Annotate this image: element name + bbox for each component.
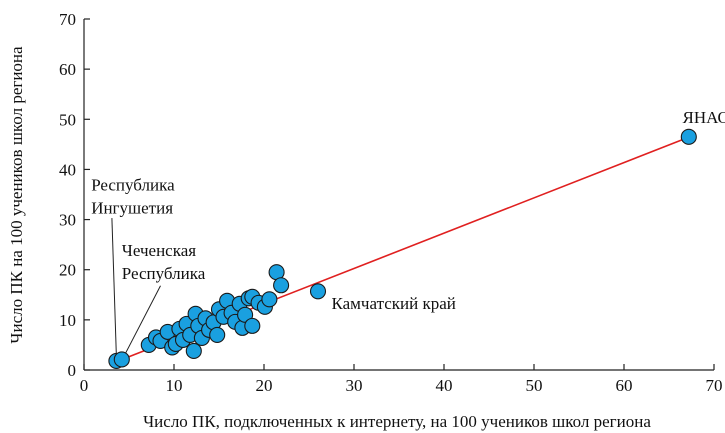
x-tick-label: 10 (166, 376, 183, 395)
annotation-yanao-line: ЯНАО (683, 108, 725, 127)
data-points (108, 128, 697, 370)
x-tick-label: 20 (256, 376, 273, 395)
y-tick-label: 60 (59, 60, 76, 79)
annotation-yanao: ЯНАО (683, 108, 725, 127)
x-tick-label: 70 (706, 376, 723, 395)
data-point (209, 326, 226, 343)
y-tick-label: 0 (68, 361, 77, 380)
leader-chechnya (123, 285, 161, 358)
leader-ingushetia (111, 218, 117, 357)
data-point (261, 291, 278, 308)
y-tick-label: 20 (59, 261, 76, 280)
annotation-chechnya: Чеченская Республика (122, 241, 206, 283)
x-tick-label: 40 (436, 376, 453, 395)
y-tick-label: 70 (59, 10, 76, 29)
data-point (185, 342, 202, 359)
annotation-kamchatka-line: Камчатский край (332, 294, 456, 313)
annotations: ЯНАО Республика Ингушетия Чеченская Республи… (91, 108, 725, 313)
annotation-kamchatka: Камчатский край (332, 294, 456, 313)
x-tick-label: 60 (616, 376, 633, 395)
data-point (273, 277, 290, 294)
annotation-ingushetia-line: Республика (91, 175, 175, 194)
annotation-ingushetia-line: Ингушетия (91, 198, 173, 217)
data-point (680, 128, 697, 145)
y-axis-title: Число ПК на 100 учеников школ региона (7, 46, 26, 344)
data-point (309, 283, 327, 300)
y-tick-label: 30 (59, 211, 76, 230)
x-tick-label: 50 (526, 376, 543, 395)
y-tick-label: 50 (59, 110, 76, 129)
x-axis-title: Число ПК, подключенных к интернету, на 1… (143, 412, 651, 431)
annotation-leaders (111, 218, 161, 358)
y-tick-label: 10 (59, 311, 76, 330)
y-tick-label: 40 (59, 160, 76, 179)
x-tick-label: 0 (80, 376, 89, 395)
data-point (113, 351, 130, 368)
x-tick-label: 30 (346, 376, 363, 395)
annotation-chechnya-line: Чеченская (122, 241, 196, 260)
annotation-chechnya-line: Республика (122, 264, 206, 283)
annotation-ingushetia: Республика Ингушетия (91, 175, 175, 217)
axis-ticks: 0 10 20 30 40 50 60 70 0 10 20 30 40 50 60 70 (59, 10, 723, 395)
data-point (244, 317, 261, 334)
